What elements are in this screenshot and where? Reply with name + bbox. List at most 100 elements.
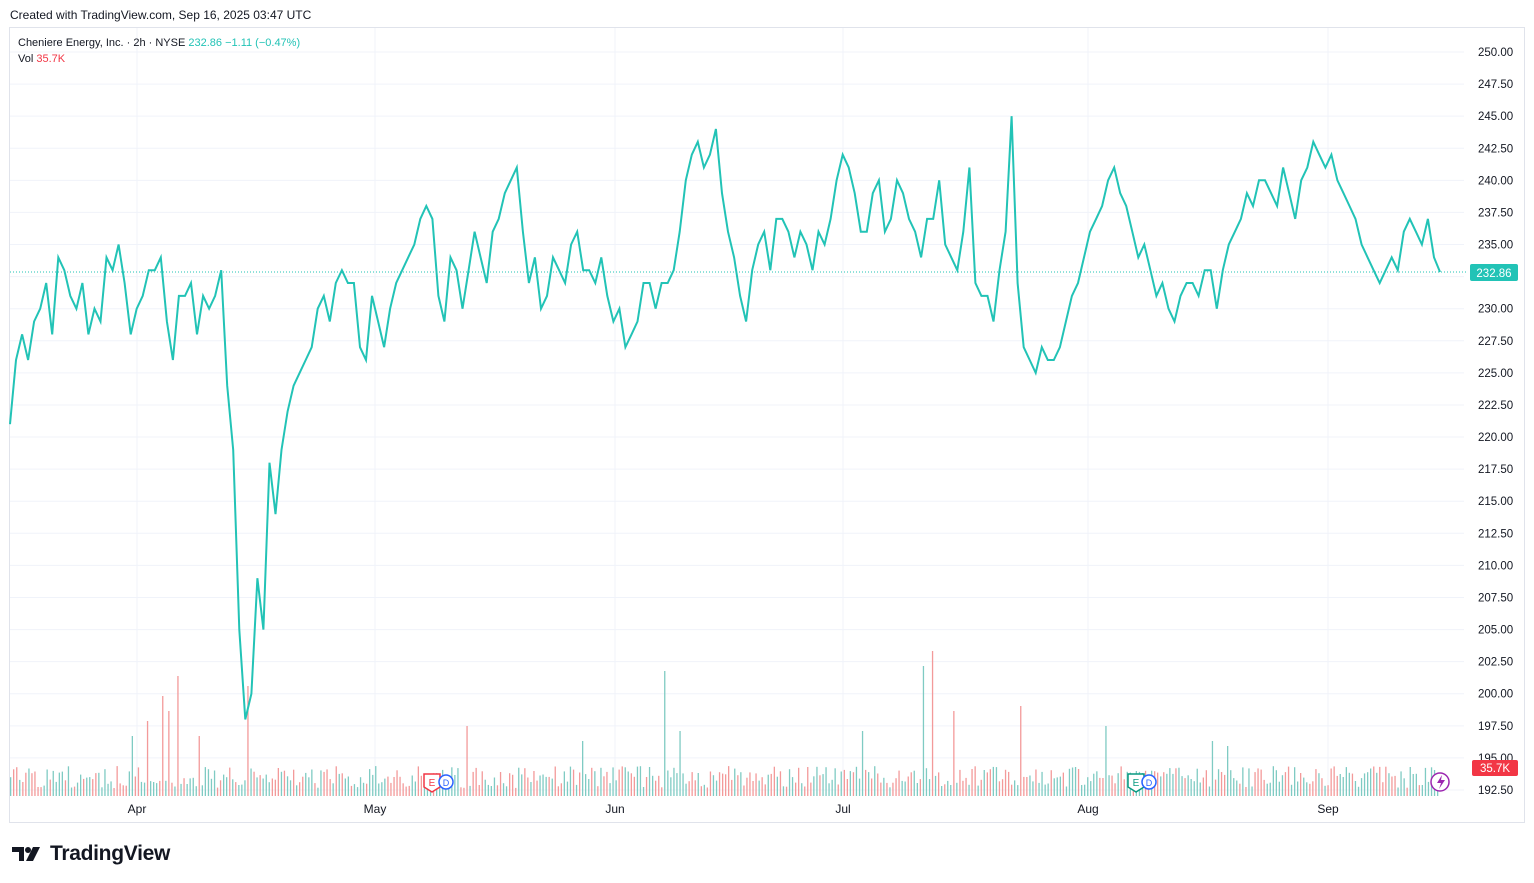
volume-bar — [1242, 767, 1244, 796]
volume-bar — [134, 776, 136, 796]
volume-bar — [1065, 786, 1068, 796]
volume-bar — [1169, 768, 1171, 796]
volume-bar — [798, 767, 800, 796]
volume-bar — [67, 766, 70, 796]
volume-bar — [1336, 775, 1338, 796]
legend-price: 232.86 — [188, 37, 223, 49]
volume-bar — [521, 774, 523, 796]
volume-bar — [1421, 785, 1423, 796]
tradingview-brand[interactable]: TradingView — [12, 842, 170, 866]
volume-bar — [162, 696, 164, 796]
volume-bar — [944, 784, 946, 796]
volume-bar — [119, 783, 121, 796]
volume-bar — [1084, 784, 1086, 796]
volume-bar — [1345, 767, 1347, 796]
volume-bar — [603, 776, 605, 796]
volume-bar — [731, 779, 733, 796]
volume-bar — [1312, 781, 1314, 796]
volume-bar — [913, 770, 915, 796]
volume-bar — [1327, 785, 1329, 796]
legend-change: −1.11 (−0.47%) — [225, 37, 301, 49]
volume-bar — [1208, 786, 1211, 796]
volume-bar — [715, 780, 718, 796]
volume-bar — [855, 766, 858, 796]
dividend-marker-1[interactable]: D — [438, 774, 454, 790]
volume-bar — [165, 780, 167, 796]
volume-bar — [874, 766, 876, 796]
volume-bar — [691, 772, 693, 796]
volume-bar — [405, 786, 407, 796]
volume-bar — [1357, 786, 1360, 796]
volume-bar — [1090, 781, 1092, 796]
volume-bar — [1217, 769, 1220, 796]
volume-bar — [749, 772, 751, 796]
volume-bar — [752, 781, 754, 796]
volume-bar — [55, 781, 57, 796]
volume-bar — [865, 769, 867, 796]
x-tick-label: Jun — [605, 802, 624, 816]
earnings-marker-2[interactable]: E — [1127, 773, 1145, 793]
volume-bar — [80, 774, 82, 796]
volume-bar — [481, 771, 483, 796]
volume-bar — [612, 767, 614, 796]
volume-bar — [1239, 783, 1241, 796]
volume-bar — [1367, 772, 1369, 796]
volume-bar — [1275, 770, 1277, 796]
volume-bar — [499, 772, 502, 796]
volume-bar — [454, 775, 456, 796]
volume-bar — [493, 777, 496, 796]
price-series-line — [9, 116, 1441, 720]
volume-bar — [682, 773, 684, 796]
volume-bar — [1108, 775, 1110, 796]
volume-bar — [718, 772, 721, 796]
earnings-marker-1[interactable]: E — [423, 773, 441, 793]
volume-bar — [1011, 784, 1013, 796]
volume-bar — [934, 775, 937, 796]
volume-bar — [837, 784, 839, 796]
volume-bar — [1321, 778, 1323, 796]
volume-bar — [1211, 741, 1214, 796]
volume-bar — [1309, 783, 1311, 796]
volume-bar — [636, 766, 639, 796]
volume-bar — [706, 787, 708, 796]
lightning-icon[interactable] — [1430, 772, 1450, 792]
volume-bar — [1193, 781, 1195, 796]
volume-bar — [1059, 776, 1061, 796]
volume-bar — [746, 777, 748, 796]
y-tick-label: 197.50 — [1478, 721, 1513, 733]
volume-bar — [344, 778, 346, 796]
dividend-marker-2[interactable]: D — [1141, 774, 1157, 790]
volume-bar — [971, 769, 973, 796]
volume-bar — [216, 787, 219, 796]
volume-bar — [761, 777, 763, 796]
volume-bar — [755, 773, 757, 796]
volume-bar — [64, 780, 67, 796]
volume-bar — [153, 782, 155, 796]
volume-bar — [685, 783, 687, 796]
volume-bar — [1123, 779, 1125, 796]
volume-bar — [1397, 787, 1399, 796]
volume-bar — [308, 777, 310, 796]
volume-bar — [664, 671, 666, 796]
volume-bar — [953, 711, 955, 796]
volume-bar — [773, 766, 775, 796]
legend-vol-label: Vol — [18, 53, 34, 65]
volume-bar — [296, 785, 298, 796]
volume-bar — [1053, 778, 1055, 796]
volume-bar — [579, 772, 581, 796]
volume-bar — [1032, 781, 1034, 796]
volume-bar — [399, 776, 401, 796]
volume-bar — [1278, 781, 1280, 796]
volume-bar — [241, 784, 243, 796]
volume-bar — [697, 773, 699, 796]
volume-bar — [536, 780, 538, 796]
volume-bar — [1300, 773, 1302, 796]
volume-bar — [703, 784, 705, 796]
volume-bar — [128, 771, 130, 796]
symbol-text: Cheniere Energy, Inc. · 2h · NYSE — [18, 37, 186, 49]
volume-bar — [928, 779, 931, 796]
x-tick-label: Sep — [1317, 802, 1339, 816]
volume-bar — [1409, 767, 1411, 796]
volume-bar — [229, 767, 231, 796]
